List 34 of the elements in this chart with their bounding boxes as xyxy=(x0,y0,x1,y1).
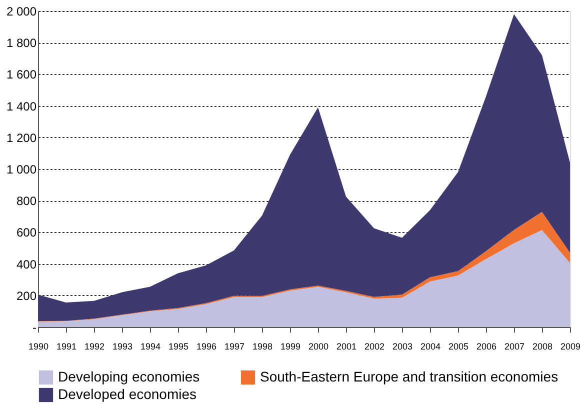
x-tick-label: 1998 xyxy=(252,342,273,352)
x-tick-label: 2002 xyxy=(364,342,385,352)
y-tick-label: 200 xyxy=(16,288,37,303)
x-tick-label: 2000 xyxy=(308,342,329,352)
x-tick-label: 2003 xyxy=(392,342,413,352)
x-tick-label: 1993 xyxy=(112,342,133,352)
y-tick-label: 1 800 xyxy=(6,36,37,50)
x-tick-label: 2004 xyxy=(420,342,441,352)
x-tick-label: 1991 xyxy=(56,342,77,352)
x-tick-label: 2007 xyxy=(504,342,525,352)
x-tick-label: 1999 xyxy=(280,342,301,352)
x-tick-label: 2009 xyxy=(560,342,581,352)
x-tick-label: 2001 xyxy=(336,342,357,352)
y-tick-label: 1 000 xyxy=(6,162,37,176)
legend-label: Developed economies xyxy=(58,386,197,402)
x-tick-label: 1994 xyxy=(140,342,161,352)
y-tick-label: 1 200 xyxy=(6,130,37,145)
y-tick-label: 2 000 xyxy=(6,4,37,18)
x-tick-label: 1997 xyxy=(224,342,245,352)
y-tick-label: 600 xyxy=(16,226,37,240)
x-tick-label: 1992 xyxy=(84,342,105,352)
x-tick-label: 2006 xyxy=(476,342,497,352)
y-tick-label: 1 400 xyxy=(6,99,37,114)
y-tick-label: - xyxy=(32,320,36,334)
y-tick-label: 400 xyxy=(16,257,37,272)
x-tick-label: 2005 xyxy=(448,342,469,352)
x-tick-label: 1990 xyxy=(28,342,49,352)
legend-label: South-Eastern Europe and transition economies xyxy=(260,368,558,384)
x-tick-label: 1995 xyxy=(168,342,189,352)
y-tick-label: 800 xyxy=(16,194,37,208)
y-tick-label: 1 600 xyxy=(6,68,37,82)
legend-label: Developing economies xyxy=(58,368,200,384)
x-tick-label: 1996 xyxy=(196,342,217,352)
x-tick-label: 2008 xyxy=(532,342,553,352)
